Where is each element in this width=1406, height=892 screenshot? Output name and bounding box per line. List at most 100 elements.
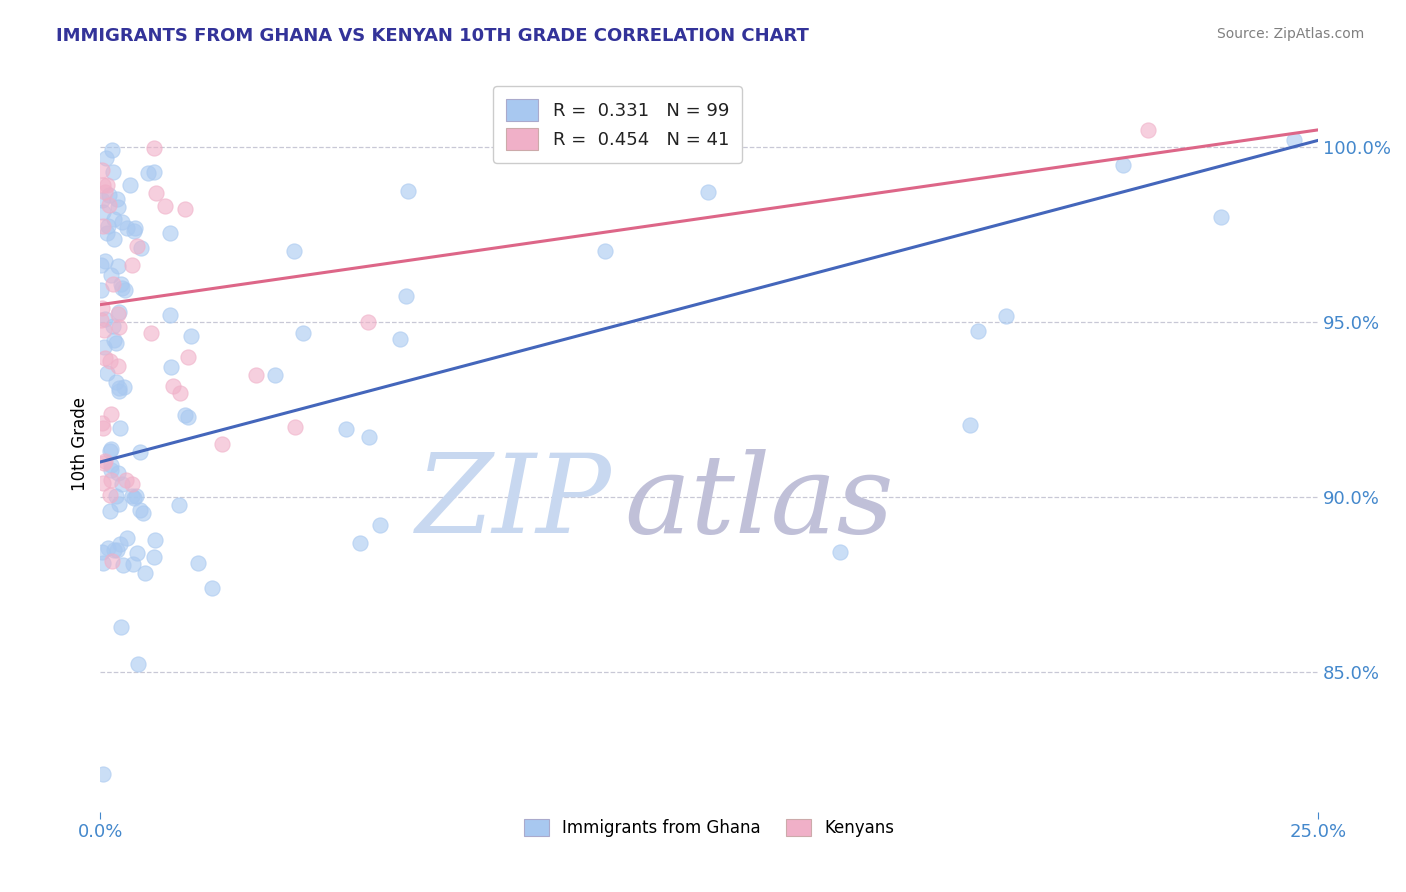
Point: [136, 166, 159, 180]
Point: [111, 558, 134, 572]
Point: [108, 536, 131, 550]
Point: [91, 193, 114, 207]
Point: [107, 259, 129, 273]
Point: [103, 232, 125, 246]
Point: [91, 556, 114, 570]
Point: [96, 226, 118, 240]
Point: [111, 477, 134, 491]
Point: [284, 420, 307, 434]
Point: [245, 368, 267, 382]
Point: [100, 463, 122, 477]
Point: [143, 550, 166, 565]
Point: [177, 350, 200, 364]
Point: [108, 497, 131, 511]
Point: [121, 489, 143, 503]
Point: [177, 410, 200, 425]
Point: [966, 324, 988, 338]
Point: [145, 533, 167, 548]
Point: [93, 453, 115, 467]
Point: [98, 443, 121, 458]
Point: [111, 281, 134, 295]
Y-axis label: 10th Grade: 10th Grade: [72, 398, 89, 491]
Point: [91, 767, 114, 781]
Point: [91, 545, 114, 559]
Point: [91, 205, 114, 219]
Point: [368, 518, 391, 533]
Point: [167, 498, 190, 512]
Point: [107, 381, 129, 395]
Point: [98, 187, 121, 202]
Point: [114, 473, 136, 487]
Point: [1112, 158, 1135, 172]
Point: [107, 384, 129, 398]
Point: [828, 545, 851, 559]
Point: [1136, 123, 1159, 137]
Point: [396, 184, 419, 198]
Point: [93, 456, 115, 470]
Point: [90, 416, 112, 430]
Point: [90, 163, 112, 178]
Point: [125, 489, 148, 503]
Point: [141, 326, 163, 340]
Point: [395, 289, 418, 303]
Point: [159, 308, 181, 322]
Point: [96, 366, 118, 380]
Point: [93, 254, 115, 268]
Point: [129, 241, 152, 255]
Point: [142, 165, 165, 179]
Point: [121, 258, 143, 272]
Point: [263, 368, 285, 382]
Point: [90, 301, 112, 316]
Point: [155, 199, 177, 213]
Point: [124, 221, 146, 235]
Point: [91, 178, 114, 192]
Point: [96, 151, 118, 165]
Point: [101, 165, 124, 179]
Point: [187, 557, 209, 571]
Point: [105, 489, 128, 503]
Point: [107, 466, 129, 480]
Point: [103, 333, 125, 347]
Point: [127, 657, 149, 672]
Point: [359, 429, 381, 443]
Point: [959, 418, 981, 433]
Point: [174, 408, 197, 422]
Point: [122, 224, 145, 238]
Point: [93, 351, 115, 365]
Point: [107, 359, 129, 373]
Point: [121, 557, 143, 571]
Point: [91, 219, 114, 233]
Point: [357, 315, 380, 329]
Point: [100, 554, 122, 568]
Point: [122, 491, 145, 505]
Point: [108, 305, 131, 319]
Point: [105, 375, 128, 389]
Point: [283, 244, 305, 258]
Point: [114, 283, 136, 297]
Point: [93, 185, 115, 199]
Point: [1282, 133, 1305, 147]
Text: ZIP: ZIP: [416, 450, 612, 557]
Point: [142, 141, 165, 155]
Point: [110, 277, 132, 291]
Point: [162, 379, 184, 393]
Point: [115, 221, 138, 235]
Point: [125, 239, 148, 253]
Point: [98, 504, 121, 518]
Point: [108, 421, 131, 435]
Point: [96, 178, 118, 193]
Point: [159, 226, 181, 240]
Point: [169, 385, 191, 400]
Point: [127, 546, 149, 560]
Point: [100, 442, 122, 456]
Point: [105, 542, 128, 557]
Point: [335, 422, 357, 436]
Point: [98, 488, 121, 502]
Point: [128, 444, 150, 458]
Point: [1209, 211, 1232, 225]
Point: [159, 360, 181, 375]
Point: [593, 244, 616, 258]
Point: [101, 144, 124, 158]
Point: [145, 186, 167, 201]
Point: [90, 258, 112, 272]
